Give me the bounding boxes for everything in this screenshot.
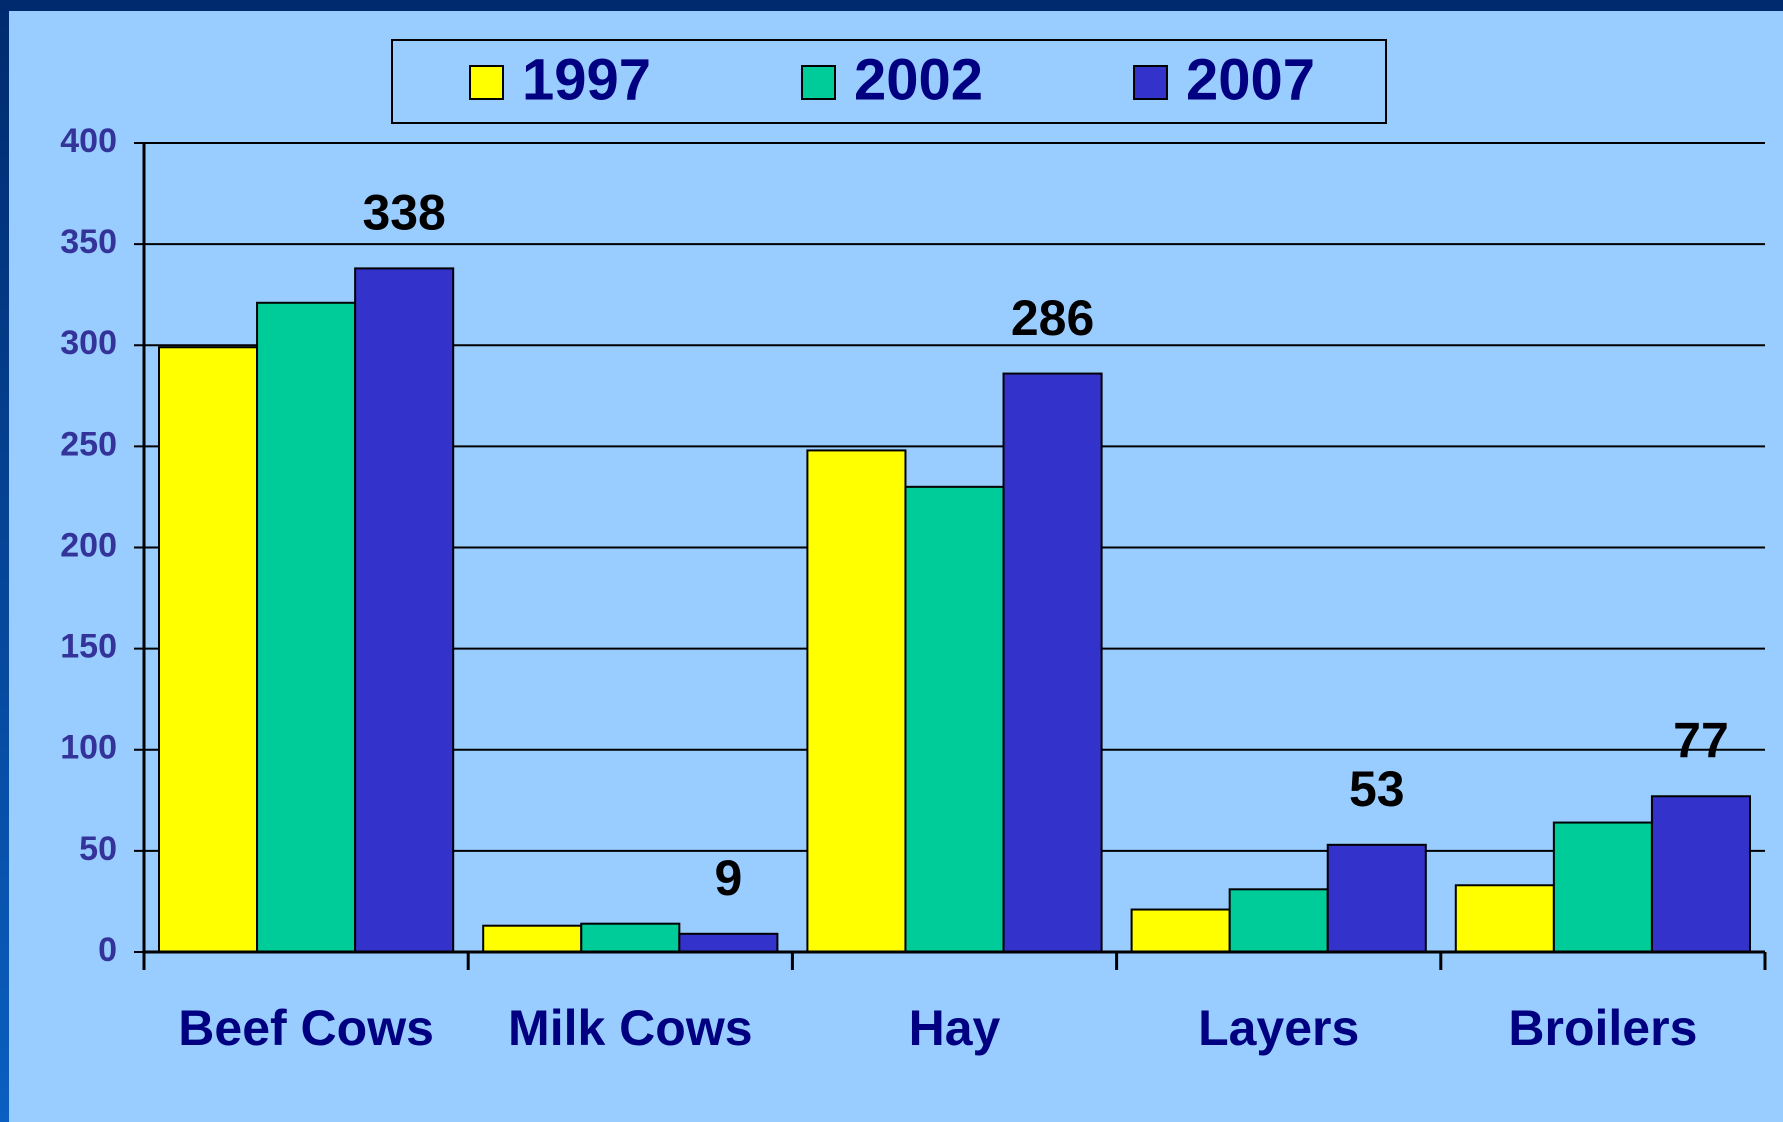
y-tick-label: 300 — [60, 324, 117, 362]
data-label: 338 — [362, 185, 445, 241]
x-tick-label: Beef Cows — [178, 1000, 434, 1056]
bar — [354, 267, 455, 953]
legend-box — [391, 39, 1387, 124]
bar — [904, 485, 1005, 953]
data-label: 9 — [714, 850, 742, 906]
y-tick-label: 200 — [60, 526, 117, 564]
data-label: 77 — [1673, 712, 1729, 768]
bar — [580, 922, 681, 953]
x-tick-label: Layers — [1198, 1000, 1359, 1056]
bar — [1326, 843, 1427, 953]
bar — [256, 301, 357, 953]
bar — [1130, 908, 1231, 954]
legend-swatch — [469, 65, 504, 100]
legend-label: 1997 — [522, 47, 651, 112]
bar — [1650, 795, 1752, 954]
y-tick-label: 400 — [60, 122, 117, 160]
data-label: 53 — [1349, 761, 1405, 817]
bar — [1454, 884, 1555, 954]
y-tick-label: 350 — [60, 223, 117, 261]
bar — [1552, 821, 1653, 953]
x-tick-label: Broilers — [1508, 1000, 1697, 1056]
x-tick-label: Hay — [909, 1000, 1001, 1056]
bar — [678, 932, 779, 953]
legend-swatch — [801, 65, 836, 100]
legend-label: 2002 — [854, 47, 983, 112]
bar — [1228, 888, 1329, 953]
y-tick-label: 0 — [98, 931, 117, 969]
y-tick-label: 100 — [60, 729, 117, 767]
y-tick-label: 150 — [60, 628, 117, 666]
y-tick-label: 250 — [60, 425, 117, 463]
bar — [158, 346, 259, 953]
x-tick-label: Milk Cows — [508, 1000, 752, 1056]
data-label: 286 — [1011, 290, 1094, 346]
bar — [1002, 372, 1103, 953]
legend-label: 2007 — [1186, 47, 1315, 112]
bar — [482, 924, 583, 954]
legend-swatch — [1133, 65, 1168, 100]
y-tick-label: 50 — [79, 830, 117, 868]
bar — [806, 449, 907, 953]
